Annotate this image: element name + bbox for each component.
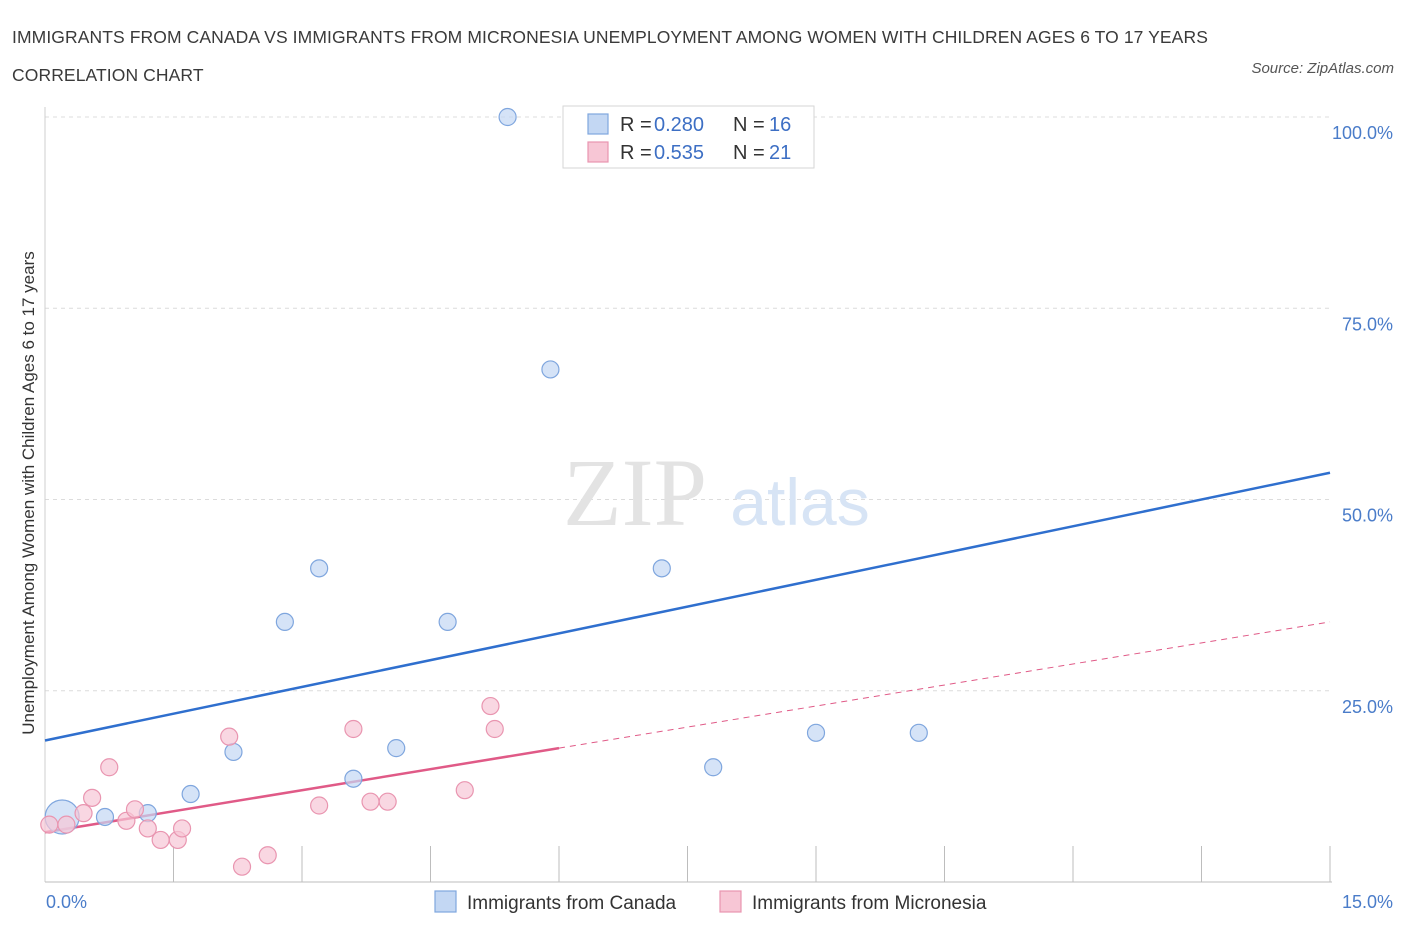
watermark-atlas: atlas — [730, 465, 869, 539]
data-point-canada — [704, 758, 723, 777]
data-point-micronesia — [232, 857, 252, 876]
data-point-micronesia — [481, 696, 500, 716]
series-legend-label-canada: Immigrants from Canada — [467, 893, 677, 914]
legend-n-label-canada: N = — [733, 114, 765, 136]
legend-swatch-micronesia — [587, 141, 609, 163]
legend-n-label-micronesia: N = — [733, 142, 765, 164]
data-point-micronesia — [57, 815, 76, 834]
y-tick-label: 25.0% — [1342, 697, 1393, 717]
data-point-canada — [387, 739, 406, 758]
points — [40, 107, 928, 876]
data-point-canada — [652, 559, 671, 578]
data-point-micronesia — [100, 758, 119, 777]
data-point-micronesia — [310, 796, 329, 815]
data-point-micronesia — [485, 719, 504, 739]
data-point-micronesia — [74, 804, 93, 823]
data-point-canada — [541, 360, 560, 379]
data-point-canada — [909, 723, 928, 742]
legend-swatch-canada — [587, 113, 609, 135]
legend-r-value-canada: 0.280 — [654, 114, 704, 136]
y-axis-title: Unemployment Among Women with Children A… — [19, 251, 38, 735]
y-tick-label: 75.0% — [1342, 314, 1393, 334]
data-point-micronesia — [83, 788, 102, 807]
axes — [44, 107, 1332, 883]
series-legend: Immigrants from Canada Immigrants from M… — [434, 890, 987, 914]
data-point-micronesia — [125, 800, 145, 819]
x-tick-labels: 0.0% 15.0% — [46, 892, 1393, 912]
data-point-micronesia — [344, 719, 363, 739]
data-point-canada — [438, 612, 457, 632]
legend: R = 0.280 N = 16 R = 0.535 N = 21 — [562, 105, 815, 169]
x-tick-label: 0.0% — [46, 892, 87, 912]
series-legend-swatch-canada — [434, 890, 457, 913]
data-point-micronesia — [172, 819, 192, 838]
legend-n-value-canada: 16 — [769, 114, 791, 136]
legend-r-value-micronesia: 0.535 — [654, 142, 704, 164]
trendline-0 — [44, 471, 1331, 742]
data-point-canada — [224, 742, 243, 762]
data-point-canada — [498, 107, 517, 127]
data-point-micronesia — [455, 781, 474, 800]
grid — [45, 116, 1330, 692]
data-point-micronesia — [138, 819, 157, 838]
source-label: Source: ZipAtlas.com — [1251, 60, 1394, 77]
series-legend-swatch-micronesia — [719, 890, 742, 913]
data-point-canada — [275, 612, 294, 632]
data-point-canada — [95, 807, 115, 827]
y-tick-label: 100.0% — [1332, 123, 1393, 143]
data-point-micronesia — [40, 815, 59, 834]
chart-title: IMMIGRANTS FROM CANADA VS IMMIGRANTS FRO… — [12, 27, 1208, 85]
data-point-canada — [310, 559, 329, 578]
y-tick-labels: 100.0% 75.0% 50.0% 25.0% — [1332, 123, 1393, 717]
legend-r-label-canada: R = — [620, 114, 652, 136]
legend-r-label-micronesia: R = — [620, 142, 652, 164]
data-point-micronesia — [361, 792, 380, 811]
data-point-canada — [806, 723, 826, 742]
x-tick-label: 15.0% — [1342, 892, 1393, 912]
data-point-micronesia — [151, 830, 170, 850]
watermark: ZIP atlas — [563, 439, 870, 546]
trendline-dashed-1 — [558, 621, 1331, 749]
watermark-zip: ZIP — [563, 439, 707, 546]
data-point-micronesia — [258, 846, 277, 865]
data-point-canada — [181, 784, 200, 804]
data-point-micronesia — [220, 727, 239, 746]
data-point-micronesia — [378, 792, 397, 811]
legend-n-value-micronesia: 21 — [769, 142, 791, 164]
y-tick-label: 50.0% — [1342, 506, 1393, 526]
data-point-canada — [344, 769, 363, 788]
series-legend-label-micronesia: Immigrants from Micronesia — [752, 893, 987, 914]
